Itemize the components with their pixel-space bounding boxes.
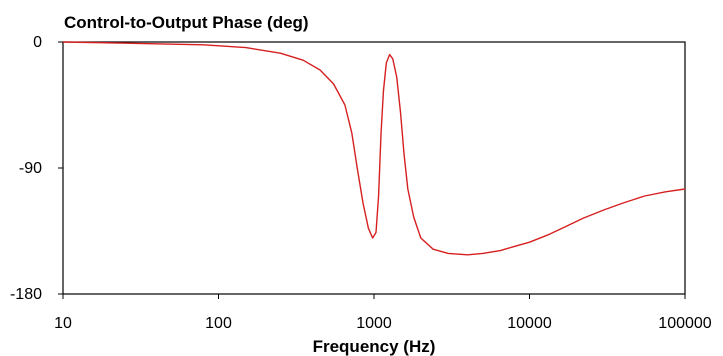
y-tick-label: -180 bbox=[10, 286, 42, 303]
y-tick-label: 0 bbox=[33, 34, 42, 51]
x-tick-label: 100 bbox=[205, 315, 232, 332]
x-axis-label: Frequency (Hz) bbox=[313, 337, 436, 356]
y-tick-label: -90 bbox=[19, 160, 42, 177]
x-tick-label: 1000 bbox=[356, 315, 392, 332]
y-axis-ticks: 0 -90 -180 bbox=[10, 34, 63, 303]
plot-frame bbox=[62, 41, 686, 295]
x-tick-label: 10 bbox=[54, 315, 72, 332]
phase-series-line bbox=[62, 41, 686, 256]
x-tick-label: 10000 bbox=[507, 315, 552, 332]
x-axis-ticks: 10 100 1000 10000 100000 bbox=[54, 294, 712, 332]
chart-title: Control-to-Output Phase (deg) bbox=[64, 13, 309, 32]
x-tick-label: 100000 bbox=[658, 315, 711, 332]
